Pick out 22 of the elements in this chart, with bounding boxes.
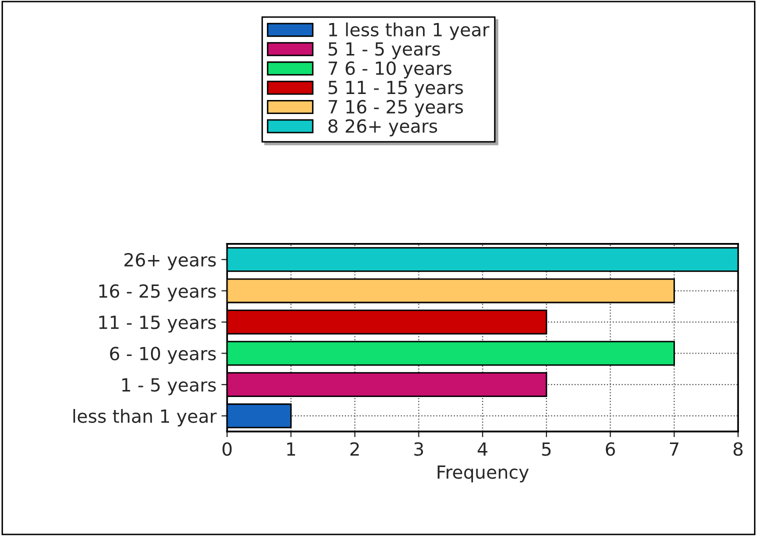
legend-label: 7 6 - 10 years [328, 61, 452, 79]
x-tick-label: 7 [670, 442, 678, 456]
y-tick-label: 16 - 25 years [99, 284, 216, 302]
y-tick-label: 26+ years [124, 252, 216, 270]
legend-label: 8 26+ years [328, 119, 438, 136]
x-axis-title: Frequency [438, 465, 529, 482]
x-tick-label: 1 [287, 442, 296, 456]
x-tick-label: 0 [222, 442, 232, 456]
legend-label: 7 16 - 25 years [328, 100, 463, 118]
y-tick-label: 11 - 15 years [99, 316, 216, 333]
y-tick-label: 6 - 10 years [110, 346, 216, 364]
legend-label: 5 1 - 5 years [328, 42, 440, 60]
x-tick-label: 6 [606, 442, 615, 456]
x-tick-label: 3 [414, 442, 424, 456]
legend-label: 1 less than 1 year [329, 22, 490, 40]
y-tick-label: less than 1 year [73, 408, 217, 426]
x-tick-label: 8 [734, 442, 743, 456]
legend-label: 5 11 - 15 years [328, 80, 463, 98]
y-tick-label: 1 - 5 years [122, 378, 216, 396]
x-tick-label: 4 [478, 442, 488, 456]
x-tick-label: 5 [542, 442, 551, 456]
x-tick-label: 2 [350, 442, 359, 456]
